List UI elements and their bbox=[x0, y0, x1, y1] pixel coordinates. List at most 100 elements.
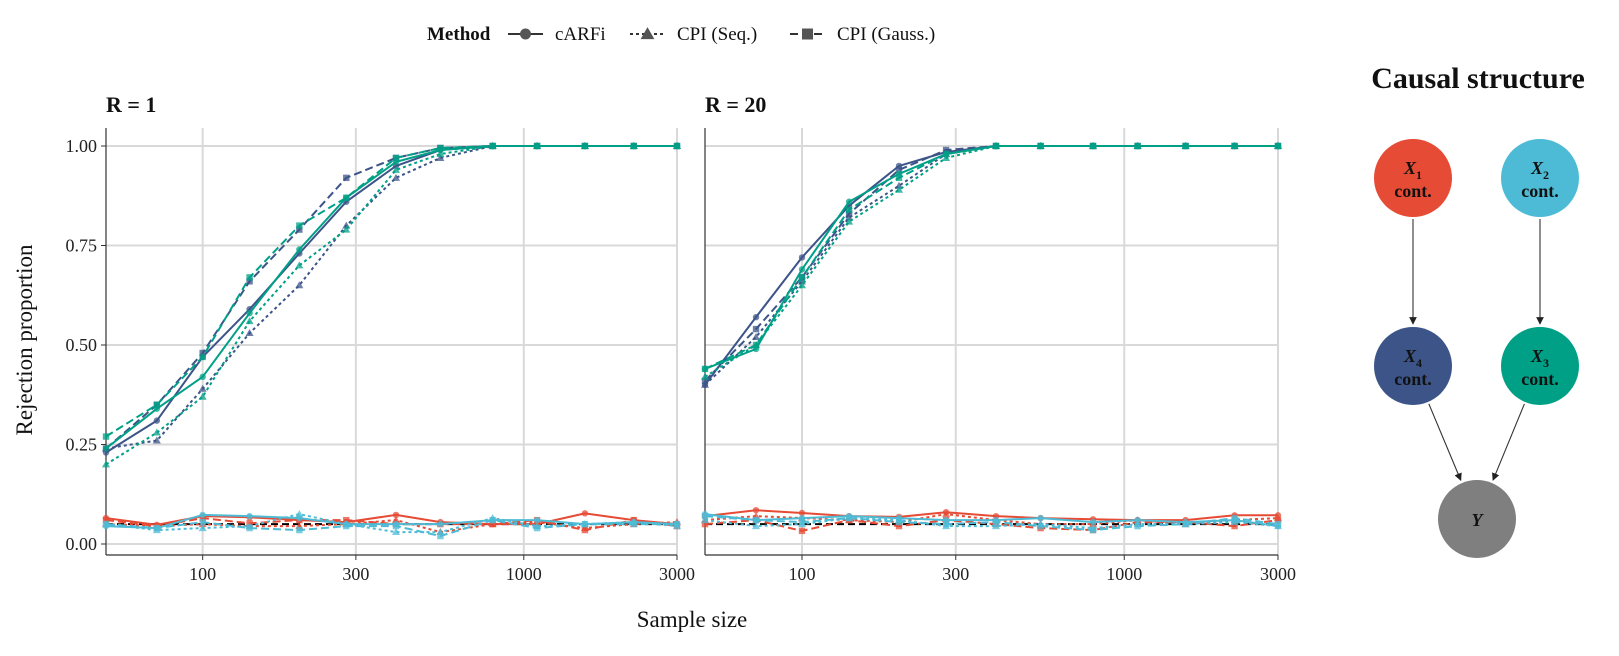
series-x4-carfi bbox=[102, 142, 681, 456]
legend-label: cARFi bbox=[555, 24, 606, 45]
node-type: cont. bbox=[1521, 369, 1559, 389]
series-x2-cpi-gauss bbox=[701, 512, 1282, 534]
series-x3-carfi bbox=[701, 142, 1282, 373]
legend-marker bbox=[802, 28, 813, 40]
data-point bbox=[199, 373, 206, 381]
node-label: X3 bbox=[1530, 346, 1549, 370]
data-point bbox=[1089, 142, 1097, 150]
data-point bbox=[296, 526, 303, 534]
data-point bbox=[895, 166, 903, 174]
data-point bbox=[798, 254, 806, 261]
legend-marker bbox=[520, 28, 531, 40]
data-point bbox=[673, 142, 681, 150]
legend-title: Method bbox=[427, 24, 491, 45]
series-line bbox=[704, 145, 1278, 386]
data-point bbox=[245, 317, 254, 325]
data-point bbox=[102, 445, 110, 452]
series-line bbox=[105, 145, 677, 450]
data-point bbox=[489, 516, 496, 524]
node-circle bbox=[1374, 139, 1452, 217]
x-tick-label: 100 bbox=[789, 564, 816, 584]
panel-title-r1: R = 1 bbox=[106, 92, 156, 117]
data-point bbox=[152, 428, 161, 436]
legend-item-carfi: cARFi bbox=[508, 24, 606, 45]
data-point bbox=[1274, 520, 1282, 528]
node-type: cont. bbox=[1394, 181, 1432, 201]
data-point bbox=[1231, 142, 1238, 150]
data-point bbox=[437, 144, 444, 152]
causal-structure-diagram: Causal structure X1cont.X2cont.X4cont.X3… bbox=[1371, 62, 1585, 558]
series-x2-cpi-gauss bbox=[102, 516, 681, 540]
data-point bbox=[1182, 142, 1189, 150]
node-label: X2 bbox=[1530, 158, 1549, 182]
node-circle bbox=[1374, 327, 1452, 405]
data-point bbox=[752, 506, 760, 514]
node-subscript: 3 bbox=[1543, 356, 1549, 370]
series-x4-cpi-seq bbox=[701, 142, 1282, 388]
data-point bbox=[895, 181, 904, 189]
data-point bbox=[343, 174, 350, 182]
data-point bbox=[992, 518, 1000, 526]
data-point bbox=[102, 433, 110, 440]
data-point bbox=[1230, 518, 1239, 526]
node-type: cont. bbox=[1521, 181, 1559, 201]
y-tick-label: 0.25 bbox=[66, 435, 98, 455]
data-point bbox=[198, 384, 207, 392]
series-x4-cpi-seq bbox=[102, 142, 681, 452]
y-tick-label: 0.50 bbox=[66, 335, 98, 355]
data-point bbox=[752, 313, 760, 321]
data-point bbox=[392, 511, 400, 519]
data-point bbox=[992, 142, 1000, 150]
series-x4-cpi-gauss bbox=[701, 142, 1282, 385]
series-line bbox=[704, 145, 1278, 370]
data-point bbox=[752, 325, 760, 333]
series-x4-cpi-gauss bbox=[102, 142, 681, 452]
data-point bbox=[102, 520, 110, 528]
dag-edges bbox=[1409, 219, 1544, 481]
data-point bbox=[845, 198, 853, 205]
data-point bbox=[701, 512, 709, 520]
data-point bbox=[296, 226, 303, 233]
data-point bbox=[199, 353, 206, 361]
data-point bbox=[581, 142, 589, 150]
data-point bbox=[343, 194, 350, 201]
series-line bbox=[704, 145, 1278, 378]
data-point bbox=[1037, 522, 1044, 530]
data-point bbox=[296, 222, 303, 229]
data-point bbox=[199, 349, 206, 357]
series-line bbox=[105, 145, 677, 438]
node-type: cont. bbox=[1394, 369, 1432, 389]
x-tick-label: 300 bbox=[942, 564, 969, 584]
data-point bbox=[701, 377, 709, 385]
node-variable: X bbox=[1530, 346, 1544, 366]
data-point bbox=[1231, 514, 1238, 522]
data-point bbox=[895, 185, 904, 193]
x-tick-label: 100 bbox=[189, 564, 216, 584]
data-point bbox=[1037, 142, 1044, 150]
data-point bbox=[295, 510, 304, 518]
data-point bbox=[1182, 520, 1189, 528]
legend-item-cpi-gauss: CPI (Gauss.) bbox=[790, 24, 935, 45]
data-point bbox=[673, 520, 681, 528]
data-point bbox=[296, 246, 303, 253]
data-point bbox=[895, 174, 903, 182]
data-point bbox=[752, 333, 761, 341]
data-point bbox=[246, 274, 253, 281]
node-circle bbox=[1501, 327, 1579, 405]
data-point bbox=[798, 509, 806, 517]
data-point bbox=[845, 210, 853, 217]
dag-title: Causal structure bbox=[1371, 62, 1585, 95]
data-point bbox=[942, 146, 950, 154]
grid bbox=[705, 128, 1279, 555]
dag-node-y: Y bbox=[1438, 480, 1516, 558]
data-point bbox=[533, 142, 541, 150]
data-point bbox=[245, 329, 254, 337]
series-x3-cpi-seq bbox=[102, 142, 681, 468]
series-line bbox=[105, 145, 677, 450]
y-tick-label: 1.00 bbox=[66, 136, 98, 156]
data-point bbox=[752, 522, 761, 530]
grid bbox=[106, 128, 678, 555]
